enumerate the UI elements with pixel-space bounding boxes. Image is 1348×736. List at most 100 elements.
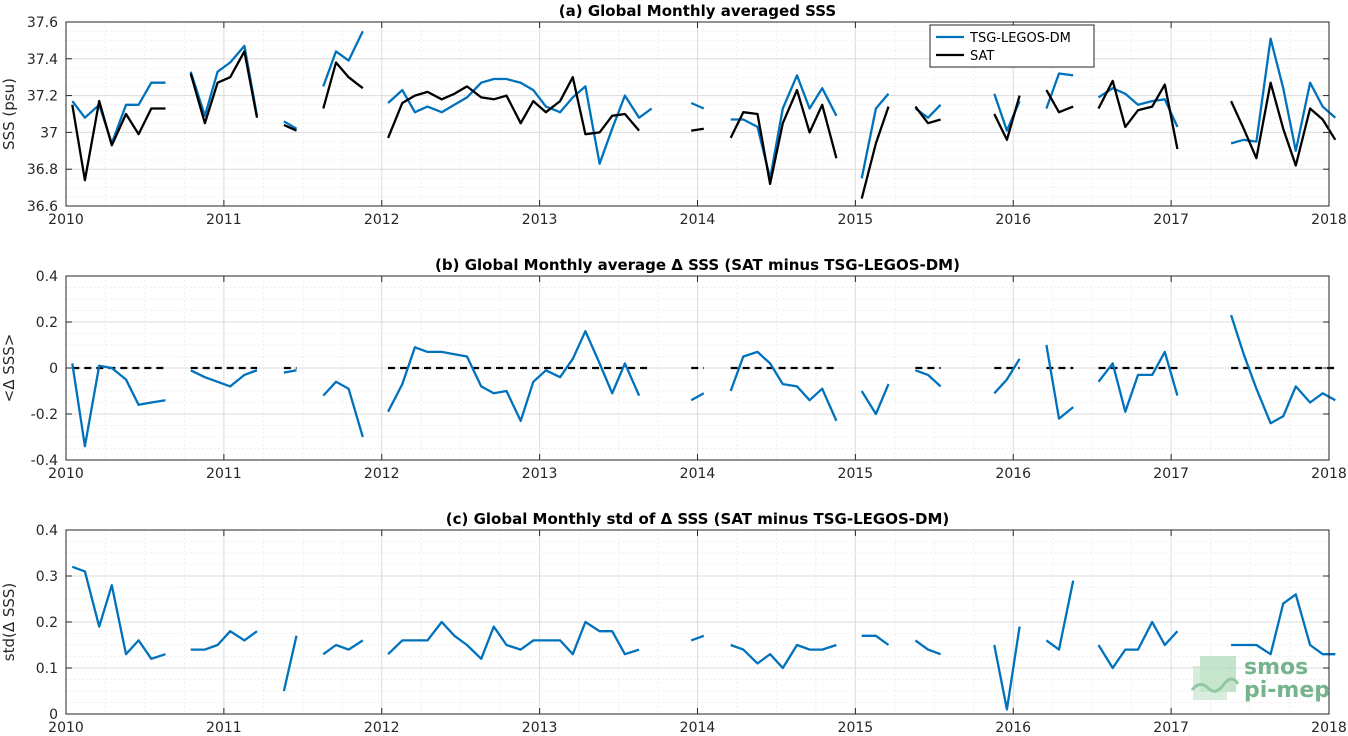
series-line-segment	[283, 123, 297, 132]
series-line-segment	[729, 350, 838, 422]
x-tick-label: 2013	[522, 720, 558, 736]
series-line-segment	[1097, 620, 1179, 670]
series-line-segment	[993, 358, 1021, 395]
series-line-segment	[690, 634, 705, 642]
legend-box	[929, 24, 1095, 68]
series-line-segment	[914, 105, 941, 125]
y-tick-label: 36.8	[27, 162, 58, 178]
series-line-segment	[914, 639, 941, 656]
x-tick-label: 2017	[1153, 466, 1189, 482]
chart-title: (b) Global Monthly average Δ SSS (SAT mi…	[435, 256, 960, 274]
series-line-segment	[1045, 89, 1074, 114]
x-tick-label: 2015	[838, 466, 874, 482]
x-tick-label: 2012	[364, 466, 400, 482]
x-tick-label: 2014	[680, 720, 716, 736]
y-tick-label: -0.2	[31, 407, 58, 423]
series-line-segment	[915, 369, 942, 388]
y-tick-label: 37.2	[27, 89, 58, 105]
y-tick-label: 0.4	[36, 269, 58, 285]
y-axis-label: SSS (psu)	[0, 78, 18, 150]
series-line-segment	[730, 74, 838, 180]
x-tick-label: 2016	[995, 212, 1031, 228]
x-tick-label: 2011	[206, 212, 242, 228]
x-tick-label: 2010	[48, 212, 84, 228]
series-delta-0	[71, 565, 1336, 711]
x-tick-label: 2010	[48, 466, 84, 482]
series-line-segment	[282, 635, 298, 692]
y-tick-label: 37.6	[27, 15, 58, 31]
x-tick-label: 2014	[680, 466, 716, 482]
chart-title: (a) Global Monthly averaged SSS	[559, 2, 836, 20]
series-line-segment	[322, 380, 364, 438]
series-line-segment	[730, 643, 837, 670]
series-line-segment	[322, 61, 364, 109]
y-axis-label: <Δ SSS>	[0, 334, 18, 403]
series-line-segment	[993, 95, 1021, 141]
y-tick-label: 37.4	[27, 52, 58, 68]
series-line-segment	[1045, 580, 1075, 651]
y-tick-label: 0	[49, 707, 58, 723]
series-line-segment	[71, 99, 166, 182]
series-line-segment	[387, 330, 641, 423]
x-tick-label: 2015	[838, 720, 874, 736]
series-line-segment	[1097, 79, 1179, 150]
series-line-segment	[1097, 350, 1179, 413]
y-tick-label: 0	[49, 361, 58, 377]
series-line-segment	[71, 81, 166, 145]
series-line-segment	[1045, 72, 1074, 109]
series-sat	[71, 50, 1337, 199]
series-line-segment	[322, 639, 364, 656]
series-line-segment	[283, 120, 298, 130]
panel-b-delta-sss: 2010 2011 2012 2013 2014 2015 2016 2017 2018 -0.4…	[0, 256, 1347, 482]
panel-c-std-delta-sss: 2010 2011 2012 2013 2014 2015 2016 2017 2018 0 0.1…	[0, 510, 1347, 736]
y-tick-label: 0.2	[36, 615, 58, 631]
y-axis-label: std(Δ SSS)	[0, 583, 18, 662]
series-line-segment	[387, 620, 640, 660]
series-line-segment	[322, 30, 364, 87]
series-line-segment	[387, 76, 640, 139]
series-line-segment	[861, 634, 890, 646]
series-line-segment	[189, 50, 259, 125]
x-tick-label: 2011	[206, 466, 242, 482]
series-line-segment	[860, 106, 890, 199]
y-tick-label: 0.2	[36, 315, 58, 331]
x-tick-label: 2015	[838, 212, 874, 228]
series-line-segment	[283, 369, 297, 374]
x-tick-label: 2012	[364, 720, 400, 736]
grid	[65, 21, 1330, 207]
series-line-segment	[691, 127, 704, 132]
series-line-segment	[71, 363, 166, 448]
logo-text-pimep: pi-mep	[1244, 678, 1330, 703]
series-line-segment	[690, 101, 705, 110]
legend: TSG-LEGOS-DM SAT	[929, 24, 1095, 68]
series-delta-0	[71, 314, 1336, 448]
series-line-segment	[993, 626, 1021, 711]
series-line-segment	[387, 77, 653, 165]
series-line-segment	[1230, 314, 1336, 425]
series-line-segment	[1230, 81, 1337, 167]
chart-title: (c) Global Monthly std of Δ SSS (SAT min…	[446, 510, 949, 528]
x-tick-label: 2017	[1153, 720, 1189, 736]
y-tick-label: 36.6	[27, 199, 58, 215]
series-line-segment	[190, 630, 258, 651]
x-tick-label: 2013	[522, 466, 558, 482]
x-tick-label: 2017	[1153, 212, 1189, 228]
y-tick-label: 37	[40, 125, 58, 141]
x-tick-label: 2016	[995, 720, 1031, 736]
legend-entry-label: SAT	[970, 49, 994, 64]
smos-pi-mep-logo: smos pi-mep	[1190, 655, 1330, 703]
series-line-segment	[1045, 344, 1074, 420]
logo-mark-icon	[1190, 656, 1240, 700]
series-line-segment	[1231, 593, 1336, 656]
y-tick-label: -0.4	[31, 453, 58, 469]
x-tick-label: 2010	[48, 720, 84, 736]
series-line-segment	[71, 565, 166, 660]
y-tick-label: 0.1	[36, 661, 58, 677]
series-line-segment	[860, 93, 890, 179]
series-line-segment	[860, 383, 890, 416]
x-tick-label: 2018	[1311, 212, 1347, 228]
x-tick-label: 2016	[995, 466, 1031, 482]
y-tick-label: 0.3	[36, 569, 58, 585]
series-line-segment	[190, 369, 258, 388]
